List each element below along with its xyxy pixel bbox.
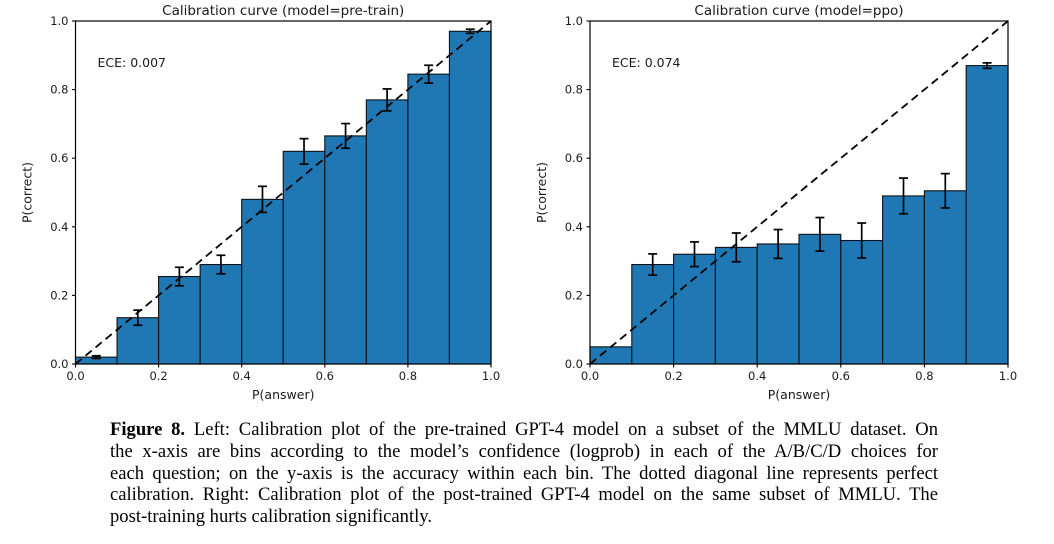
error-bar-bin-2 (690, 241, 699, 268)
y-axis-label: P(correct) (534, 162, 549, 223)
bar-bin-2 (673, 253, 716, 365)
calibration-charts: 0.0 0.2 0.4 0.6 0.8 1.0 0.0 0.2 0.4 0.6 0.8 1.0 Cali… (20, 3, 1018, 402)
error-bar-bin-3 (731, 232, 741, 263)
error-bar-bin-2 (174, 266, 184, 287)
x-tick-label: 0.2 (664, 369, 682, 383)
x-tick-label: 0.6 (316, 369, 334, 383)
error-bar-bin-4 (257, 185, 267, 214)
x-tick-label: 1.0 (999, 369, 1017, 383)
plot-border (589, 20, 1009, 365)
bar-bin-6 (840, 239, 884, 365)
y-tick-label: 1.0 (565, 14, 583, 28)
bar-bin-5 (282, 150, 326, 365)
x-tick-label: 0.8 (915, 369, 933, 383)
y-tick-label: 0.8 (50, 83, 68, 97)
error-bar-bin-7 (382, 88, 392, 112)
bar-bin-8 (923, 190, 967, 365)
error-bar-bin-0 (91, 354, 101, 360)
x-axis-label: P(answer) (252, 387, 314, 402)
bar-bin-6 (324, 135, 367, 365)
y-tick-label: 0.6 (565, 151, 583, 165)
y-tick-label: 0.4 (50, 220, 68, 234)
y-tick-label: 0.6 (50, 151, 68, 165)
error-bar-bin-6 (341, 122, 351, 150)
y-tick-label: 1.0 (50, 14, 68, 28)
error-bar-bin-6 (857, 222, 867, 259)
x-tick-label: 1.0 (482, 369, 500, 383)
x-tick-label: 0.0 (581, 369, 599, 383)
bar-bin-9 (448, 30, 492, 365)
figure-label: Figure 8. (110, 419, 186, 440)
bar-bin-8 (407, 73, 450, 365)
bar-bin-2 (158, 275, 201, 365)
chart-ppo: 0.0 0.2 0.4 0.6 0.8 1.0 0.0 0.2 0.4 0.6 0.8 1.0 Cali… (534, 3, 1017, 402)
bar-bin-7 (882, 195, 925, 365)
y-tick-label: 0.8 (565, 83, 583, 97)
bar-bin-5 (798, 233, 842, 365)
y-tick-label: 0.4 (565, 220, 583, 234)
x-tick-label: 0.2 (149, 369, 167, 383)
caption-line-2: the x-axis are bins according to the mod… (110, 440, 938, 462)
perfect-calibration-line (74, 20, 492, 365)
x-tick-label: 0.0 (66, 369, 84, 383)
error-bar-bin-7 (899, 177, 908, 215)
caption-line-5: post-training hurts calibration signific… (110, 506, 433, 528)
error-bar-bin-1 (133, 309, 143, 327)
x-tick-label: 0.4 (233, 369, 251, 383)
y-tick-label: 0.2 (50, 288, 68, 302)
error-bar-bin-3 (216, 254, 226, 275)
bar-bin-3 (714, 246, 758, 365)
bar-bin-3 (199, 263, 243, 365)
chart-title: Calibration curve (model=pre-train) (162, 3, 404, 19)
x-axis-label: P(answer) (768, 387, 830, 402)
caption-line-3: each question; on the y-axis is the accu… (110, 462, 938, 484)
bar-bin-4 (241, 198, 284, 365)
error-bar-bin-4 (773, 228, 783, 260)
caption-line-1: Figure 8. Left: Calibration plot of the … (110, 419, 938, 441)
error-bar-bin-9 (465, 28, 475, 35)
x-tick-label: 0.4 (748, 369, 766, 383)
bar-bin-9 (965, 65, 1009, 365)
error-bar-bin-9 (982, 61, 992, 70)
y-tick-label: 0.0 (565, 357, 583, 371)
error-bar-bin-5 (815, 216, 825, 253)
bar-bin-0 (589, 346, 633, 365)
ece-annotation: ECE: 0.074 (612, 55, 681, 70)
chart-title: Calibration curve (model=ppo) (694, 3, 903, 19)
x-tick-label: 0.6 (832, 369, 850, 383)
error-bar-bin-8 (940, 172, 950, 209)
y-tick-label: 0.0 (50, 357, 68, 371)
bar-bin-7 (365, 99, 409, 365)
chart-pretrain: 0.0 0.2 0.4 0.6 0.8 1.0 0.0 0.2 0.4 0.6 0.8 1.0 Cali… (20, 3, 501, 402)
caption-line-4: calibration. Right: Calibration plot of … (110, 484, 938, 506)
caption-text-1: Left: Calibration plot of the pre-traine… (193, 419, 938, 440)
ece-annotation: ECE: 0.007 (98, 55, 167, 70)
bar-bin-4 (756, 243, 800, 365)
x-tick-label: 0.8 (399, 369, 417, 383)
error-bar-bin-8 (424, 64, 434, 84)
y-axis-label: P(correct) (20, 162, 35, 223)
error-bar-bin-5 (299, 137, 309, 165)
error-bar-bin-1 (648, 253, 658, 277)
bar-bin-1 (631, 263, 675, 365)
figure-caption: Figure 8. Left: Calibration plot of the … (110, 419, 938, 528)
plot-border (74, 20, 492, 365)
y-tick-label: 0.2 (565, 288, 583, 302)
